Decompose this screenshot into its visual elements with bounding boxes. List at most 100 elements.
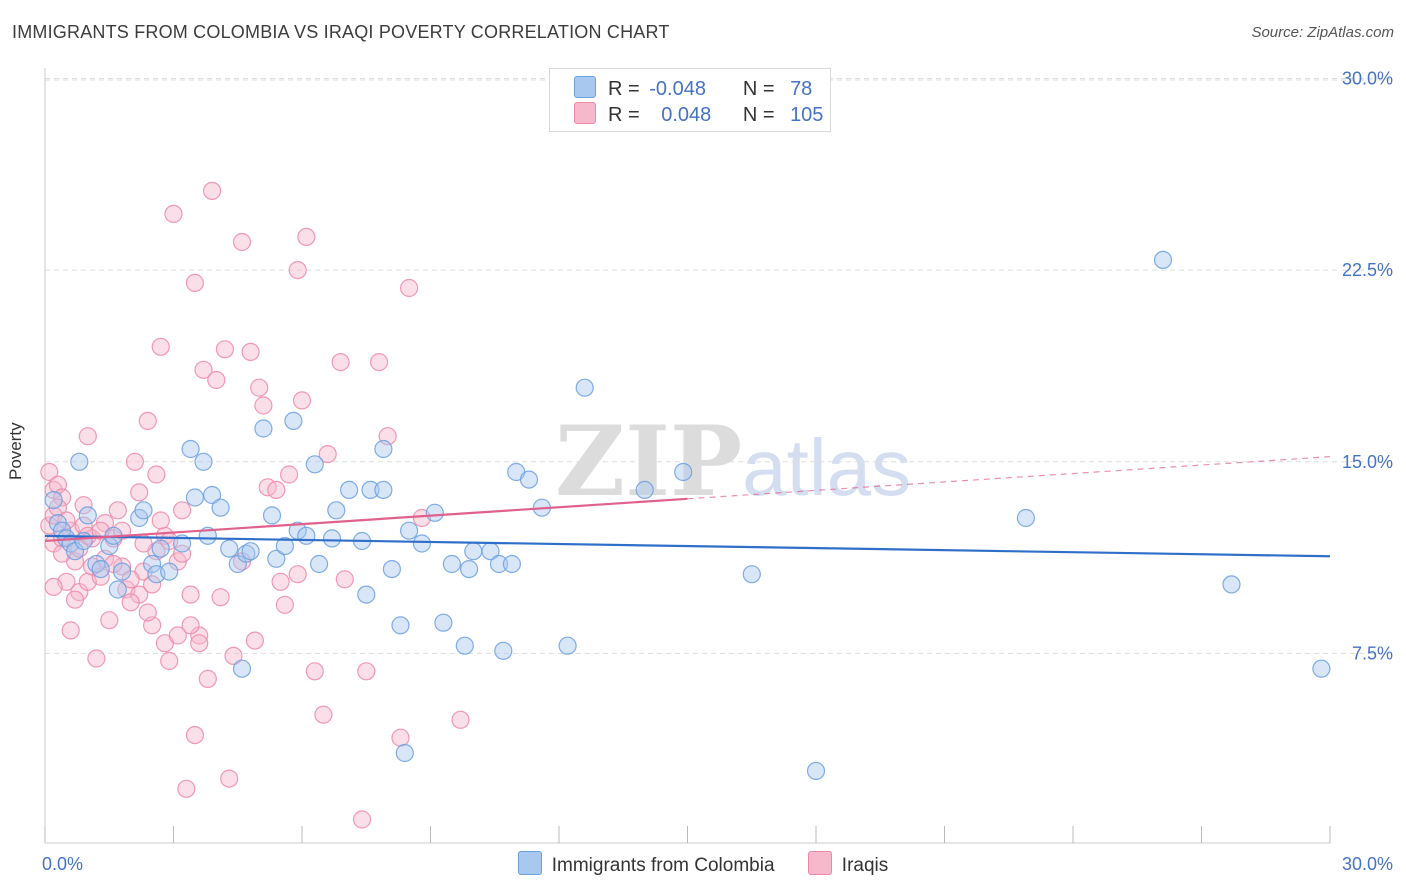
iraqi-point	[40, 462, 59, 482]
x-tick-label: 30.0%	[1342, 854, 1393, 874]
iraqi-point	[314, 705, 333, 724]
iraqi-point	[100, 611, 119, 630]
colombia-point	[425, 503, 444, 522]
colombia-point	[173, 534, 192, 553]
colombia-point	[108, 580, 127, 599]
iraqi-point	[297, 227, 316, 246]
iraqi-point	[138, 411, 157, 430]
colombia-point	[160, 562, 179, 581]
iraqi-point	[292, 391, 312, 410]
colombia-point	[575, 378, 594, 397]
colombia-point	[305, 455, 324, 474]
colombia-point	[340, 480, 359, 499]
colombia-point	[519, 470, 539, 489]
colombia-point	[70, 452, 89, 471]
iraqi-point	[241, 342, 260, 361]
colombia-point	[400, 521, 419, 540]
iraqi-point	[318, 445, 337, 464]
iraqi-point	[87, 649, 106, 668]
iraqi-point	[168, 626, 187, 645]
iraqi-point	[280, 465, 299, 484]
trendline-iraqi-dashed	[687, 456, 1331, 500]
iraqi-point	[190, 634, 209, 653]
y-tick-label: 15.0%	[1342, 452, 1393, 472]
colombia-point	[1153, 250, 1173, 269]
trendline-colombia	[44, 534, 1331, 558]
iraqi-point	[108, 501, 127, 520]
colombia-point	[203, 485, 222, 505]
iraqi-point	[125, 452, 144, 471]
colombia-point	[464, 542, 483, 561]
colombia-point	[674, 462, 693, 482]
colombia-point	[412, 534, 431, 553]
iraqi-point	[173, 501, 192, 520]
colombia-point	[382, 559, 401, 579]
iraqi-point	[451, 710, 470, 729]
swatch-colombia	[574, 76, 596, 98]
iraqi-point	[215, 340, 234, 359]
iraqi-point	[143, 575, 162, 594]
colombia-point	[151, 539, 170, 558]
iraqi-point	[275, 595, 294, 614]
iraqi-point	[245, 631, 264, 650]
colombia-point	[489, 554, 509, 574]
colombia-point	[78, 506, 97, 525]
series-legend: Immigrants from Colombia Iraqis	[0, 851, 1406, 877]
colombia-point	[194, 452, 213, 471]
stats-row-colombia: R = -0.048 N = 78	[574, 76, 812, 102]
iraqi-point	[160, 651, 179, 671]
colombia-point	[232, 659, 252, 678]
colombia-point	[181, 439, 200, 459]
colombia-point	[254, 419, 273, 438]
iraqi-point	[78, 427, 97, 446]
legend-item-colombia[interactable]: Immigrants from Colombia	[517, 851, 775, 877]
colombia-point	[635, 480, 654, 499]
legend-item-iraqis[interactable]: Iraqis	[807, 851, 888, 877]
colombia-point	[220, 539, 239, 558]
colombia-point	[267, 549, 286, 568]
legend-swatch-colombia	[517, 851, 542, 875]
iraqi-point	[65, 590, 85, 609]
trendline-iraqi-solid	[44, 497, 688, 543]
iraqi-point	[44, 577, 63, 597]
iraqi-point	[335, 570, 354, 589]
iraqi-point	[74, 496, 93, 515]
iraqi-point	[288, 261, 307, 280]
iraqi-point	[61, 621, 80, 640]
colombia-point	[374, 480, 393, 499]
iraqi-point	[185, 273, 204, 292]
colombia-point	[91, 559, 110, 579]
colombia-point	[44, 491, 63, 510]
iraqi-point	[194, 360, 213, 379]
iraqi-point	[138, 603, 157, 622]
iraqi-point	[357, 662, 376, 681]
colombia-point	[806, 761, 826, 781]
iraqi-point	[121, 593, 140, 612]
iraqi-point	[232, 232, 252, 252]
iraqi-point	[151, 511, 170, 530]
colombia-point	[442, 554, 461, 574]
iraqi-point	[147, 465, 166, 484]
swatch-iraqi	[574, 102, 596, 124]
colombia-point	[211, 498, 230, 517]
iraqi-point	[130, 483, 149, 502]
colombia-point	[434, 613, 453, 632]
iraqi-point	[74, 516, 93, 535]
iraqi-point	[267, 480, 286, 499]
legend-swatch-iraqis	[807, 851, 832, 875]
colombia-point	[494, 641, 513, 660]
colombia-point	[262, 506, 282, 525]
colombia-point	[1312, 659, 1331, 678]
colombia-point	[134, 501, 153, 520]
iraqi-point	[305, 662, 324, 681]
source-credit: Source: ZipAtlas.com	[1251, 24, 1394, 41]
chart-title: IMMIGRANTS FROM COLOMBIA VS IRAQI POVERT…	[12, 22, 670, 42]
iraqi-point	[151, 337, 170, 356]
colombia-point	[558, 636, 577, 655]
iraqi-point	[173, 544, 192, 563]
y-axis-label: Poverty	[6, 422, 25, 480]
x-tick-label: 0.0%	[42, 854, 83, 874]
stats-row-iraqi: R = 0.048 N = 105	[574, 102, 823, 128]
colombia-point	[391, 616, 410, 635]
